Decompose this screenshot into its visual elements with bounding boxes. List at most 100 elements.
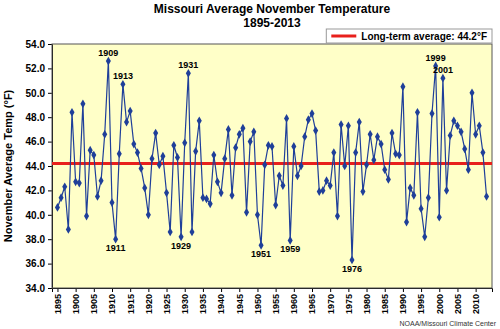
- data-point: [139, 164, 144, 173]
- x-tick-mark: [276, 288, 277, 292]
- data-point: [339, 120, 344, 129]
- data-point: [306, 115, 311, 124]
- data-point: [302, 132, 307, 141]
- data-point: [73, 177, 78, 186]
- title: Missouri Average November Temperature: [154, 2, 391, 16]
- legend: Long-term average: 44.2°F: [326, 29, 492, 43]
- y-tick-label: 52.0: [26, 63, 46, 74]
- data-point: [313, 126, 318, 135]
- data-point: [415, 108, 420, 117]
- x-tick-label: 1910: [107, 294, 117, 314]
- x-tick-mark: [76, 288, 77, 292]
- data-point: [393, 149, 398, 158]
- data-point: [200, 193, 205, 202]
- x-tick-label: 1945: [235, 294, 245, 314]
- y-axis-title: November Average Temp (°F): [2, 89, 14, 242]
- data-point: [160, 152, 165, 161]
- data-point: [466, 165, 471, 174]
- y-tick-label: 46.0: [26, 136, 46, 147]
- data-line: [57, 61, 486, 260]
- x-tick: 2010: [471, 288, 481, 314]
- data-point: [328, 181, 333, 190]
- x-tick-mark: [367, 288, 368, 292]
- data-point: [331, 148, 336, 157]
- data-point: [379, 140, 384, 149]
- y-tick-mark: [48, 288, 52, 289]
- y-tick-label: 34.0: [26, 283, 46, 294]
- y-tick: 38.0: [26, 234, 52, 245]
- data-point: [277, 171, 282, 180]
- data-point: [353, 148, 358, 157]
- x-tick-mark: [457, 288, 458, 292]
- x-tick-label: 1980: [362, 294, 372, 314]
- x-tick-label: 1900: [71, 294, 81, 314]
- annotation: 1959: [280, 244, 300, 254]
- data-point: [62, 182, 67, 191]
- y-tick-mark: [48, 166, 52, 167]
- data-point: [244, 208, 249, 217]
- data-point: [364, 160, 369, 169]
- y-tick: 36.0: [26, 258, 52, 269]
- data-point: [197, 116, 202, 125]
- data-point: [204, 195, 209, 204]
- data-point: [146, 210, 151, 219]
- subtitle: 1895-2013: [243, 16, 301, 30]
- data-point: [84, 212, 89, 221]
- annotation: 1913: [113, 71, 133, 81]
- x-tick-label: 1905: [89, 294, 99, 314]
- x-tick-label: 1915: [126, 294, 136, 314]
- data-point: [386, 175, 391, 184]
- x-tick: 1905: [89, 288, 99, 314]
- data-area: [52, 57, 492, 265]
- data-point: [451, 116, 456, 125]
- data-point: [182, 138, 187, 147]
- annotation: 2001: [433, 65, 453, 75]
- data-point: [382, 165, 387, 174]
- y-tick-label: 36.0: [26, 258, 46, 269]
- x-tick-label: 1995: [416, 294, 426, 314]
- data-point: [251, 127, 256, 136]
- y-tick-label: 54.0: [26, 39, 46, 50]
- y-tick-mark: [48, 68, 52, 69]
- x-tick: 2005: [453, 288, 463, 314]
- x-tick-mark: [403, 288, 404, 292]
- x-tick-label: 2010: [471, 294, 481, 314]
- x-tick: 1920: [144, 288, 154, 314]
- data-point: [357, 118, 362, 127]
- data-point: [91, 151, 96, 160]
- x-tick-label: 1935: [198, 294, 208, 314]
- data-point: [473, 130, 478, 139]
- y-tick-label: 48.0: [26, 112, 46, 123]
- data-point: [164, 188, 169, 197]
- x-tick-mark: [94, 288, 95, 292]
- x-tick-mark: [130, 288, 131, 292]
- x-axis-line: [53, 289, 493, 293]
- y-tick: 34.0: [26, 283, 52, 294]
- y-tick: 44.0: [26, 161, 52, 172]
- y-tick-mark: [48, 44, 52, 45]
- data-point: [324, 176, 329, 185]
- annotation: 1999: [426, 53, 446, 63]
- data-point: [477, 121, 482, 130]
- data-point: [80, 99, 85, 108]
- x-tick-mark: [112, 288, 113, 292]
- x-tick: 1945: [235, 288, 245, 314]
- data-point: [368, 130, 373, 139]
- x-tick-label: 1965: [307, 294, 317, 314]
- data-point: [299, 162, 304, 171]
- legend-label: Long-term average: 44.2°F: [361, 31, 487, 42]
- x-tick-mark: [203, 288, 204, 292]
- annotation: 1929: [171, 241, 191, 251]
- data-point: [389, 129, 394, 138]
- y-tick: 48.0: [26, 112, 52, 123]
- y-tick-label: 50.0: [26, 88, 46, 99]
- data-point: [400, 82, 405, 91]
- data-point: [429, 109, 434, 118]
- x-tick: 1980: [362, 288, 372, 314]
- data-point: [371, 156, 376, 165]
- x-tick-label: 2000: [435, 294, 445, 314]
- data-point: [404, 218, 409, 227]
- data-point: [284, 114, 289, 123]
- data-point: [215, 177, 220, 186]
- data-point: [149, 154, 154, 163]
